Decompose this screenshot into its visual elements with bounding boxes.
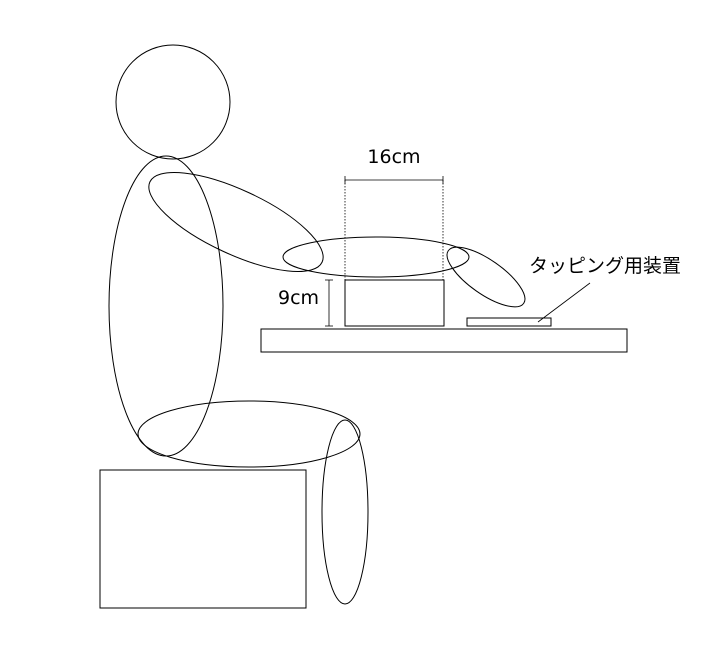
thigh (137, 400, 361, 468)
arm-support-block (344, 279, 445, 327)
desk (260, 328, 628, 353)
width-dimension (344, 176, 444, 280)
height-dimension (325, 279, 333, 327)
height-label: 9cm (278, 287, 319, 309)
tapping-device (466, 317, 552, 327)
device-leader-line (537, 282, 591, 323)
torso (108, 155, 224, 457)
device-label: タッピング用装置 (529, 255, 681, 277)
forearm (282, 236, 470, 278)
head (115, 44, 231, 160)
hand (446, 246, 526, 308)
upper-arm (148, 171, 324, 273)
chair (99, 469, 307, 609)
lower-leg (321, 419, 369, 605)
width-label: 16cm (367, 146, 420, 168)
